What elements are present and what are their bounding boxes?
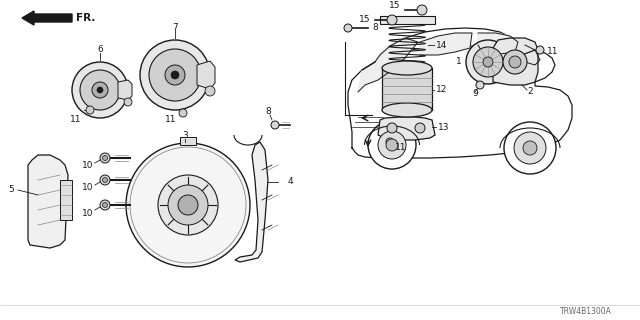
FancyArrow shape (22, 11, 72, 25)
Polygon shape (235, 142, 268, 262)
Circle shape (466, 40, 510, 84)
Circle shape (100, 175, 110, 185)
Text: 11: 11 (70, 116, 81, 124)
Circle shape (476, 81, 484, 89)
Circle shape (165, 65, 185, 85)
Circle shape (102, 203, 108, 207)
Circle shape (473, 47, 503, 77)
Circle shape (523, 141, 537, 155)
Bar (180, 137, 196, 145)
Text: 7: 7 (172, 22, 178, 31)
Polygon shape (522, 45, 540, 65)
Bar (382, 68, 432, 110)
Text: TRW4B1300A: TRW4B1300A (560, 308, 612, 316)
Bar (380, 16, 435, 24)
Text: 12: 12 (436, 85, 447, 94)
Circle shape (102, 156, 108, 161)
Circle shape (179, 109, 187, 117)
Circle shape (271, 121, 279, 129)
Text: 15: 15 (388, 1, 400, 10)
Circle shape (171, 71, 179, 79)
Circle shape (205, 86, 215, 96)
Circle shape (514, 132, 546, 164)
Text: 4: 4 (288, 178, 294, 187)
Text: 11: 11 (547, 47, 559, 57)
Polygon shape (118, 80, 132, 100)
Circle shape (536, 46, 544, 54)
Circle shape (483, 57, 493, 67)
Circle shape (100, 200, 110, 210)
Circle shape (504, 122, 556, 174)
Ellipse shape (382, 103, 432, 117)
Polygon shape (493, 38, 538, 85)
Circle shape (72, 62, 128, 118)
Text: 11: 11 (395, 143, 406, 153)
Circle shape (124, 98, 132, 106)
Text: 6: 6 (97, 45, 103, 54)
Text: 3: 3 (182, 131, 188, 140)
Text: 8: 8 (265, 108, 271, 116)
Text: 2: 2 (527, 87, 532, 97)
Text: 10: 10 (82, 162, 93, 171)
Circle shape (387, 123, 397, 133)
Circle shape (97, 87, 103, 93)
Circle shape (386, 138, 394, 146)
Circle shape (503, 50, 527, 74)
Text: 14: 14 (436, 41, 447, 50)
Circle shape (509, 56, 521, 68)
Polygon shape (378, 117, 435, 140)
Text: 8: 8 (372, 23, 378, 33)
Text: 15: 15 (358, 15, 370, 25)
Circle shape (386, 139, 398, 151)
Circle shape (387, 15, 397, 25)
Polygon shape (348, 46, 572, 158)
Bar (60, 180, 72, 220)
Text: 13: 13 (438, 123, 449, 132)
Text: 1: 1 (456, 58, 462, 67)
Circle shape (102, 178, 108, 182)
Circle shape (417, 5, 427, 15)
Circle shape (415, 123, 425, 133)
Text: 10: 10 (82, 183, 93, 193)
Ellipse shape (382, 61, 432, 75)
Circle shape (344, 24, 352, 32)
Circle shape (378, 131, 406, 159)
Circle shape (149, 49, 201, 101)
Text: 10: 10 (82, 209, 93, 218)
Polygon shape (28, 155, 68, 248)
Text: FR.: FR. (76, 13, 95, 23)
Circle shape (92, 82, 108, 98)
Circle shape (140, 40, 210, 110)
Polygon shape (358, 38, 418, 92)
Polygon shape (478, 33, 518, 54)
Text: 5: 5 (8, 186, 13, 195)
Circle shape (80, 70, 120, 110)
Text: 9: 9 (472, 90, 478, 99)
Circle shape (368, 121, 416, 169)
Circle shape (126, 143, 250, 267)
Circle shape (158, 175, 218, 235)
Circle shape (178, 195, 198, 215)
Text: 11: 11 (165, 116, 177, 124)
Circle shape (86, 106, 94, 114)
Polygon shape (420, 33, 472, 55)
Polygon shape (197, 61, 215, 89)
Circle shape (168, 185, 208, 225)
Circle shape (100, 153, 110, 163)
